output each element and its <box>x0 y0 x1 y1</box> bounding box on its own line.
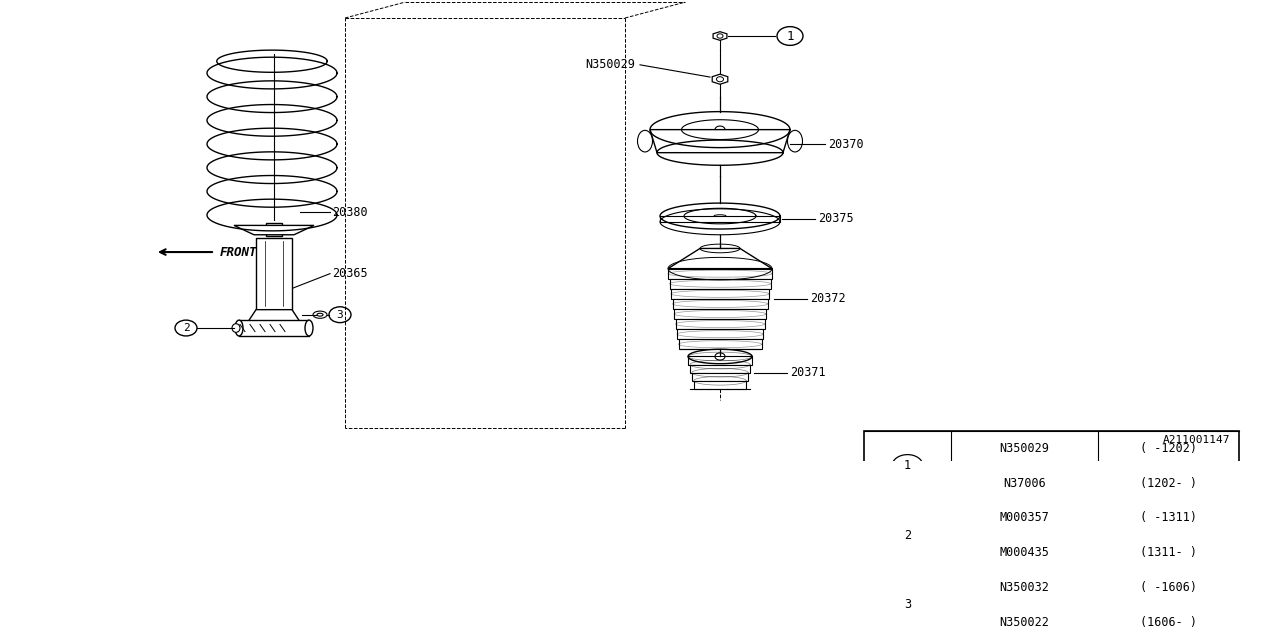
Polygon shape <box>660 216 780 222</box>
Text: (1311- ): (1311- ) <box>1140 546 1197 559</box>
Polygon shape <box>676 319 764 329</box>
Text: N37006: N37006 <box>1004 477 1046 490</box>
Polygon shape <box>266 223 282 236</box>
Text: 20365: 20365 <box>332 267 367 280</box>
Text: 20380: 20380 <box>332 206 367 219</box>
Text: (1606- ): (1606- ) <box>1140 616 1197 629</box>
Text: ( -1311): ( -1311) <box>1140 511 1197 524</box>
Polygon shape <box>668 248 772 269</box>
Polygon shape <box>669 278 771 289</box>
Polygon shape <box>689 356 753 365</box>
Text: 20372: 20372 <box>810 292 846 305</box>
Ellipse shape <box>787 131 803 152</box>
Polygon shape <box>677 329 763 339</box>
Ellipse shape <box>689 349 753 364</box>
Polygon shape <box>239 320 308 336</box>
Polygon shape <box>672 299 768 309</box>
Text: 3: 3 <box>904 598 911 611</box>
Text: 2: 2 <box>183 323 189 333</box>
Circle shape <box>892 524 923 547</box>
Circle shape <box>892 454 923 477</box>
Ellipse shape <box>314 311 326 318</box>
Polygon shape <box>864 431 1239 640</box>
Text: A211001147: A211001147 <box>1162 435 1230 445</box>
Text: ( -1202): ( -1202) <box>1140 442 1197 455</box>
Circle shape <box>717 34 723 38</box>
Text: M000357: M000357 <box>1000 511 1050 524</box>
Ellipse shape <box>232 324 241 332</box>
Ellipse shape <box>317 313 323 316</box>
Circle shape <box>329 307 351 323</box>
Text: 3: 3 <box>337 310 343 320</box>
Circle shape <box>175 320 197 336</box>
Circle shape <box>716 126 724 133</box>
Polygon shape <box>690 365 750 372</box>
Circle shape <box>716 353 724 360</box>
Ellipse shape <box>305 320 314 336</box>
Text: N350029: N350029 <box>1000 442 1050 455</box>
Polygon shape <box>668 269 772 278</box>
Polygon shape <box>234 225 314 235</box>
Polygon shape <box>694 381 746 389</box>
Text: 20370: 20370 <box>828 138 864 150</box>
Text: 2: 2 <box>904 529 911 542</box>
Polygon shape <box>712 74 728 84</box>
Polygon shape <box>650 130 790 153</box>
Polygon shape <box>678 339 762 349</box>
Polygon shape <box>246 310 302 324</box>
Text: FRONT: FRONT <box>220 246 257 259</box>
Polygon shape <box>671 289 769 299</box>
Text: 20371: 20371 <box>790 366 826 379</box>
Text: 1: 1 <box>786 29 794 42</box>
Circle shape <box>777 27 803 45</box>
Circle shape <box>892 594 923 616</box>
Text: 1: 1 <box>904 460 911 472</box>
Polygon shape <box>256 237 292 310</box>
Polygon shape <box>713 32 727 40</box>
Polygon shape <box>675 309 765 319</box>
Ellipse shape <box>714 215 726 218</box>
Text: M000435: M000435 <box>1000 546 1050 559</box>
Ellipse shape <box>236 320 243 336</box>
Ellipse shape <box>637 131 653 152</box>
Text: N350032: N350032 <box>1000 581 1050 594</box>
Text: (1202- ): (1202- ) <box>1140 477 1197 490</box>
Circle shape <box>717 77 723 82</box>
Text: ( -1606): ( -1606) <box>1140 581 1197 594</box>
Text: N350022: N350022 <box>1000 616 1050 629</box>
Polygon shape <box>692 372 748 381</box>
Text: 20375: 20375 <box>818 212 854 225</box>
Text: N350029: N350029 <box>585 58 635 71</box>
